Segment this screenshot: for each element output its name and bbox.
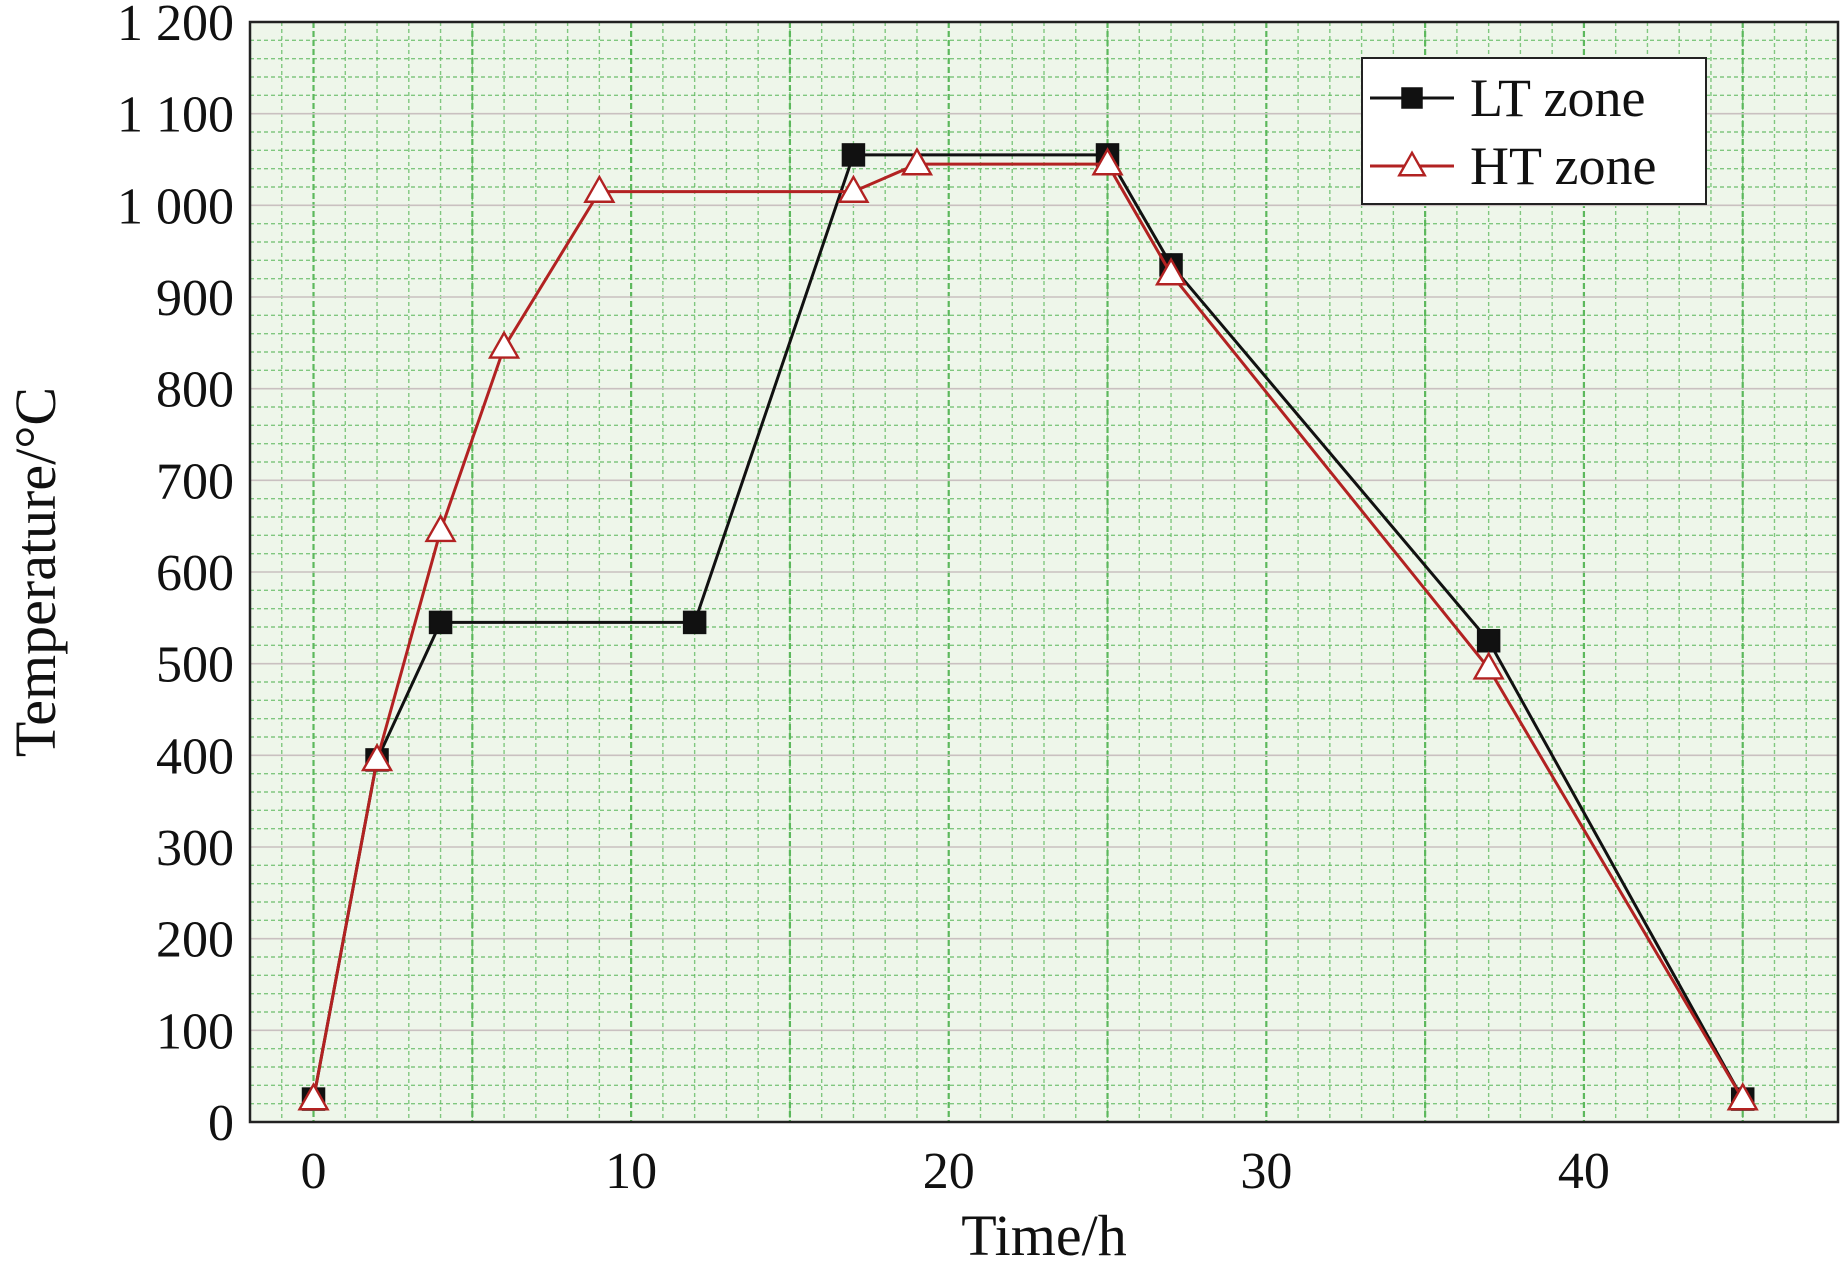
data-point <box>682 610 707 635</box>
series <box>297 143 1759 1111</box>
data-point <box>837 174 870 203</box>
series-1 <box>297 147 1759 1111</box>
grid <box>249 21 1839 1123</box>
data-point <box>841 143 866 167</box>
x-tick-label: 10 <box>605 1143 657 1200</box>
data-point <box>428 610 453 635</box>
y-tick-label: 700 <box>156 453 234 510</box>
y-tick-label: 800 <box>156 362 234 419</box>
plot-frame <box>248 20 1840 1124</box>
x-tick-label: 40 <box>1558 1143 1610 1200</box>
x-tick-label: 30 <box>1240 1143 1292 1200</box>
data-point <box>1476 629 1501 653</box>
y-tick-label: 1 100 <box>117 87 234 144</box>
y-tick-label: 300 <box>156 820 234 877</box>
data-point <box>583 174 616 203</box>
data-point <box>1154 257 1188 286</box>
legend-box <box>1361 57 1707 205</box>
data-point <box>297 1082 330 1111</box>
y-axis-label: Temperature/°C <box>3 387 68 757</box>
data-point <box>360 742 394 772</box>
y-tick-label: 0 <box>208 1095 234 1152</box>
legend: LT zone HT zone <box>1361 57 1707 205</box>
y-axis-ticks: 0 100 200 300 400 500 600 700 800 900 1 000 1 100 1 … <box>117 0 234 1152</box>
data-point <box>1726 1082 1759 1111</box>
y-tick-label: 1 200 <box>117 0 234 52</box>
data-point <box>424 513 457 543</box>
data-point <box>900 147 934 176</box>
legend-label: HT zone <box>1470 136 1656 196</box>
x-tick-label: 0 <box>301 1143 327 1200</box>
legend-marker <box>1397 150 1427 177</box>
y-tick-label: 400 <box>156 728 234 785</box>
y-tick-label: 200 <box>156 912 234 969</box>
y-tick-label: 100 <box>156 1003 234 1060</box>
y-tick-label: 1 000 <box>117 178 234 235</box>
y-tick-label: 900 <box>156 270 234 327</box>
data-point <box>1472 651 1505 680</box>
data-point <box>487 330 521 359</box>
y-tick-label: 600 <box>156 545 234 602</box>
y-tick-label: 500 <box>156 637 234 694</box>
legend-label: LT zone <box>1470 68 1645 128</box>
legend-marker <box>1401 87 1423 109</box>
data-point <box>1091 147 1124 176</box>
x-axis-ticks: 0 10 20 30 40 <box>301 1143 1610 1200</box>
x-axis-label: Time/h <box>961 1203 1126 1268</box>
x-tick-label: 20 <box>923 1143 975 1200</box>
